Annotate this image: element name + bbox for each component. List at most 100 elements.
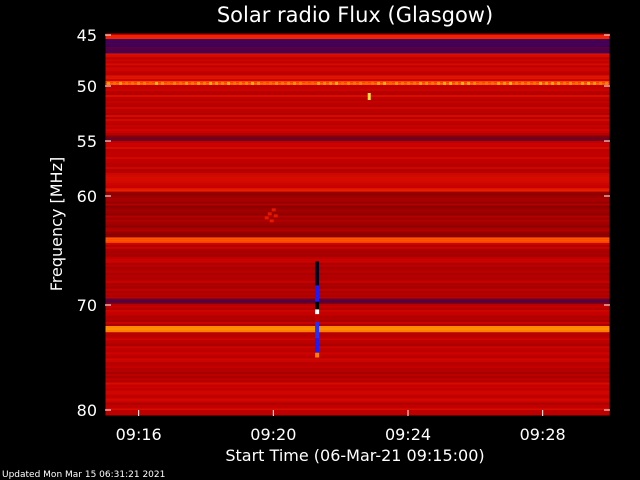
- interference-dot: [557, 81, 560, 85]
- band-row: [105, 67, 610, 70]
- band-row: [105, 75, 610, 78]
- x-tick-label: 09:20: [250, 425, 296, 444]
- band-row: [105, 392, 610, 395]
- band-row: [105, 91, 610, 93]
- frequency-band: [105, 135, 610, 141]
- band-row: [105, 256, 610, 259]
- band-row: [105, 223, 610, 226]
- band-row: [105, 217, 610, 220]
- band-row: [105, 260, 610, 263]
- band-row: [105, 408, 610, 410]
- band-row: [105, 143, 610, 145]
- interference-dot: [275, 81, 278, 85]
- band-row: [105, 386, 610, 389]
- interference-dot: [155, 81, 158, 85]
- frequency-band: [105, 191, 610, 238]
- band-row: [105, 207, 610, 210]
- band-row: [105, 89, 610, 91]
- interference-dot: [551, 81, 554, 85]
- band-row: [105, 319, 610, 322]
- band-row: [105, 307, 610, 310]
- interference-dot: [569, 81, 572, 85]
- interference-dot: [341, 81, 344, 85]
- band-row: [105, 372, 610, 374]
- band-row: [105, 177, 610, 179]
- frequency-band: [105, 35, 610, 40]
- band-row: [105, 317, 610, 320]
- frequency-band: [105, 237, 610, 243]
- band-row: [105, 205, 610, 208]
- band-row: [105, 235, 610, 238]
- interference-dot: [395, 81, 398, 85]
- burst-segment: [315, 261, 320, 286]
- interference-dot: [455, 81, 458, 85]
- band-row: [105, 111, 610, 113]
- frequency-band: [105, 141, 610, 189]
- interference-dot: [383, 81, 386, 85]
- band-row: [105, 61, 610, 64]
- band-row: [105, 268, 610, 271]
- interference-dot: [533, 81, 536, 85]
- frequency-band: [105, 85, 610, 136]
- band-row: [105, 300, 610, 303]
- interference-dot: [329, 81, 332, 85]
- interference-dot: [575, 81, 578, 85]
- band-row: [105, 190, 610, 192]
- frequency-band: [105, 298, 610, 304]
- interference-dot: [305, 81, 308, 85]
- plot-border: [104, 32, 611, 417]
- interference-dot: [167, 81, 170, 85]
- band-row: [105, 63, 610, 66]
- band-row: [105, 376, 610, 378]
- band-row: [105, 362, 610, 365]
- band-row: [105, 231, 610, 234]
- band-row: [105, 59, 610, 62]
- interference-dot: [191, 81, 194, 85]
- band-row: [105, 258, 610, 261]
- band-row: [105, 45, 610, 48]
- band-row: [105, 71, 610, 74]
- frequency-band: [105, 332, 610, 368]
- interference-dot: [269, 81, 272, 85]
- interference-dot: [431, 81, 434, 85]
- band-row: [105, 302, 610, 304]
- interference-dot: [527, 81, 530, 85]
- band-row: [105, 215, 610, 218]
- band-row: [105, 135, 610, 138]
- band-row: [105, 109, 610, 111]
- interference-dot: [443, 81, 446, 85]
- band-row: [105, 272, 610, 275]
- band-row: [105, 219, 610, 222]
- bright-spot: [367, 93, 371, 100]
- band-row: [105, 97, 610, 99]
- band-row: [105, 262, 610, 265]
- y-tick-label: 70: [77, 296, 97, 315]
- interference-dot: [413, 81, 416, 85]
- band-row: [105, 135, 610, 136]
- band-row: [105, 193, 610, 196]
- band-row: [105, 342, 610, 345]
- interference-dot: [461, 81, 464, 85]
- band-row: [105, 195, 610, 198]
- interference-dot: [491, 81, 494, 85]
- interference-dot: [407, 81, 410, 85]
- band-row: [105, 201, 610, 204]
- band-row: [105, 163, 610, 165]
- band-row: [105, 378, 610, 381]
- band-row: [105, 221, 610, 224]
- y-axis-label: Frequency [MHz]: [47, 157, 66, 291]
- blob-pixel: [273, 214, 278, 218]
- band-row: [105, 352, 610, 355]
- interference-dot: [263, 81, 266, 85]
- interference-dot: [125, 81, 128, 85]
- interference-dot: [221, 81, 224, 85]
- band-row: [105, 173, 610, 175]
- band-row: [105, 183, 610, 185]
- interference-dot: [107, 81, 110, 85]
- interference-dot: [467, 81, 470, 85]
- band-row: [105, 93, 610, 95]
- band-row: [105, 370, 610, 372]
- band-row: [105, 41, 610, 44]
- band-row: [105, 123, 610, 125]
- band-row: [105, 382, 610, 385]
